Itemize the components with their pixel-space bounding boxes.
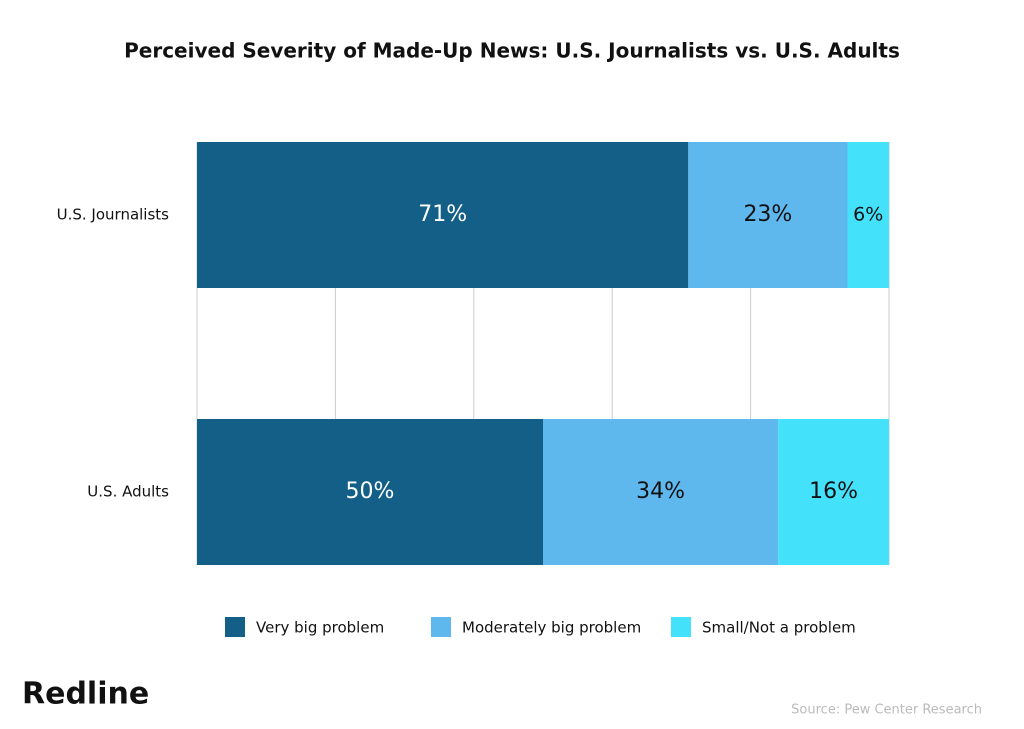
bar-segment: [197, 142, 689, 288]
legend-label: Moderately big problem: [462, 619, 641, 637]
bar-segment: [847, 142, 889, 288]
bar-segment: [688, 142, 848, 288]
data-label: 50%: [346, 479, 395, 504]
y-tick-label: U.S. Journalists: [57, 206, 170, 224]
legend-label: Very big problem: [256, 619, 384, 637]
legend-swatch: [431, 617, 451, 637]
legend-swatch: [671, 617, 691, 637]
y-tick-label: U.S. Adults: [87, 483, 169, 501]
legend-label: Small/Not a problem: [702, 619, 856, 637]
brand-logo: Redline: [22, 677, 149, 712]
source-note: Source: Pew Center Research: [791, 703, 982, 718]
chart-title: Perceived Severity of Made-Up News: U.S.…: [124, 39, 900, 63]
data-label: 23%: [743, 202, 792, 227]
bar-segment: [778, 419, 889, 565]
bar-segment: [543, 419, 779, 565]
legend-swatch: [225, 617, 245, 637]
data-label: 6%: [853, 204, 883, 226]
bar-segment: [197, 419, 543, 565]
data-label: 34%: [636, 479, 685, 504]
data-label: 16%: [809, 479, 858, 504]
data-label: 71%: [418, 202, 467, 227]
